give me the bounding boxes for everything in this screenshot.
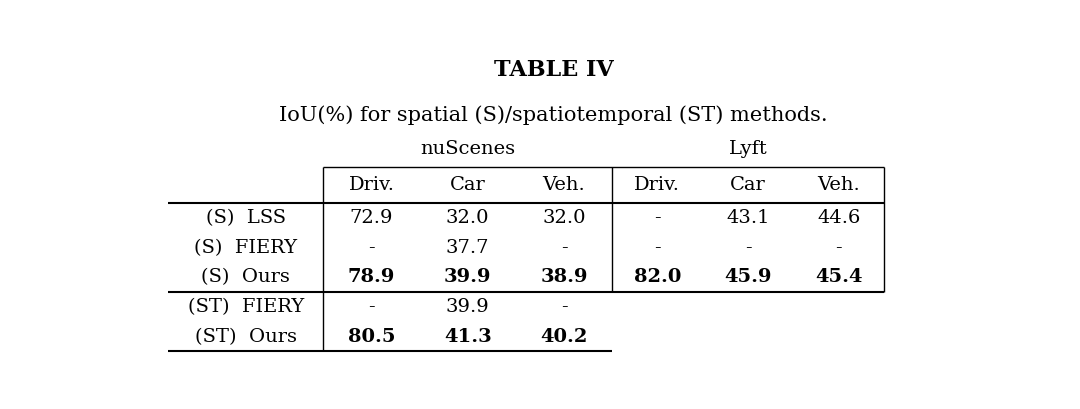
Text: -: - [836,239,842,257]
Text: -: - [654,239,661,257]
Text: 39.9: 39.9 [444,268,491,286]
Text: 43.1: 43.1 [727,209,770,227]
Text: (S)  LSS: (S) LSS [206,209,286,227]
Text: (S)  FIERY: (S) FIERY [194,239,297,257]
Text: 45.9: 45.9 [725,268,772,286]
Text: 39.9: 39.9 [446,298,489,316]
Text: 82.0: 82.0 [634,268,681,286]
Text: 45.4: 45.4 [815,268,863,286]
Text: -: - [368,298,375,316]
Text: -: - [368,239,375,257]
Text: Driv.: Driv. [634,176,680,194]
Text: -: - [654,209,661,227]
Text: 78.9: 78.9 [348,268,395,286]
Text: 32.0: 32.0 [542,209,585,227]
Text: -: - [745,239,752,257]
Text: Driv.: Driv. [349,176,394,194]
Text: IoU(%) for spatial (S)/spatiotemporal (ST) methods.: IoU(%) for spatial (S)/spatiotemporal (S… [280,106,827,126]
Text: 41.3: 41.3 [444,328,491,346]
Text: Lyft: Lyft [729,140,768,158]
Text: Car: Car [450,176,486,194]
Text: 37.7: 37.7 [446,239,489,257]
Text: (ST)  FIERY: (ST) FIERY [188,298,305,316]
Text: 32.0: 32.0 [446,209,489,227]
Text: Veh.: Veh. [818,176,860,194]
Text: 38.9: 38.9 [540,268,588,286]
Text: (S)  Ours: (S) Ours [202,268,291,286]
Text: Veh.: Veh. [542,176,585,194]
Text: 44.6: 44.6 [818,209,861,227]
Text: 80.5: 80.5 [348,328,395,346]
Text: 40.2: 40.2 [540,328,588,346]
Text: Car: Car [730,176,766,194]
Text: TABLE IV: TABLE IV [494,58,613,81]
Text: -: - [561,298,567,316]
Text: -: - [561,239,567,257]
Text: (ST)  Ours: (ST) Ours [194,328,297,346]
Text: 72.9: 72.9 [350,209,393,227]
Text: nuScenes: nuScenes [420,140,515,158]
